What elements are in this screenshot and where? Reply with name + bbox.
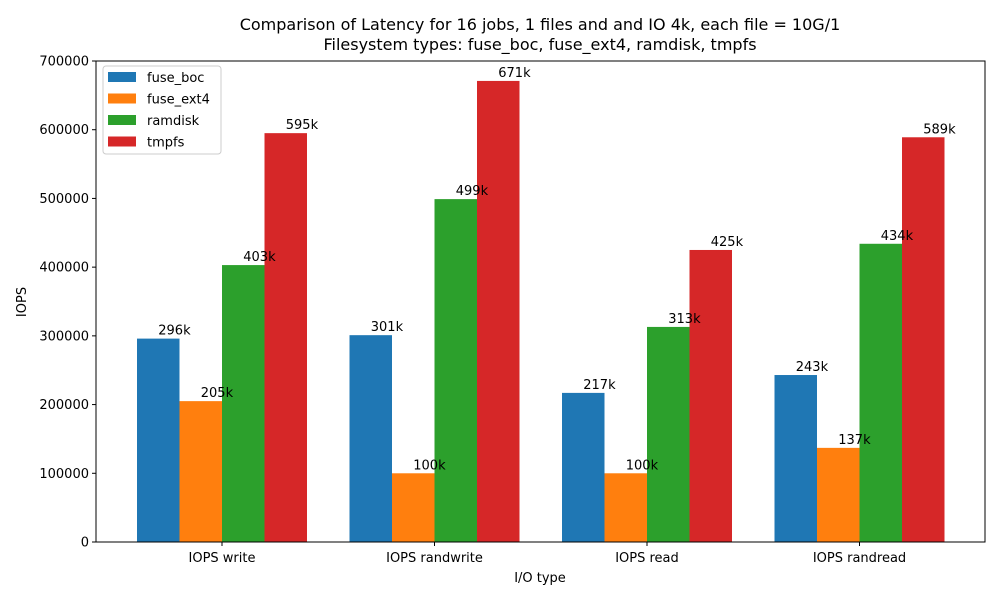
bar-fuse_ext4-2 (604, 473, 647, 542)
x-axis-label: I/O type (514, 571, 566, 586)
y-tick-label: 700000 (39, 55, 89, 70)
bar-ramdisk-3 (859, 243, 902, 542)
legend-label-fuse_boc: fuse_boc (147, 71, 204, 86)
bar-tmpfs-0 (264, 133, 307, 542)
bar-fuse_boc-3 (774, 375, 817, 542)
bar-ramdisk-1 (434, 199, 477, 542)
data-label-tmpfs-3: 589k (923, 122, 956, 137)
y-tick-label: 400000 (39, 261, 89, 276)
x-tick-label: IOPS write (189, 551, 256, 566)
y-tick-label: 200000 (39, 398, 89, 413)
y-tick-label: 100000 (39, 467, 89, 482)
data-label-fuse_ext4-0: 205k (201, 386, 234, 401)
legend-label-tmpfs: tmpfs (147, 136, 185, 151)
x-tick-label: IOPS randread (813, 551, 906, 566)
bars-group (137, 80, 945, 543)
legend-swatch-ramdisk (108, 115, 136, 125)
plot-frame (95, 60, 986, 543)
legend-swatch-tmpfs (108, 136, 136, 147)
chart-title: Comparison of Latency for 16 jobs, 1 fil… (240, 15, 841, 34)
data-label-tmpfs-0: 595k (286, 118, 319, 133)
x-tick-label: IOPS randwrite (386, 551, 483, 566)
legend-label-fuse_ext4: fuse_ext4 (147, 93, 210, 108)
data-label-ramdisk-3: 434k (881, 229, 914, 244)
data-label-fuse_ext4-1: 100k (413, 458, 446, 473)
bar-fuse_ext4-1 (392, 473, 435, 542)
bar-fuse_ext4-3 (817, 447, 860, 542)
bar-ramdisk-0 (222, 265, 265, 542)
data-label-tmpfs-1: 671k (498, 66, 531, 81)
data-label-fuse_ext4-3: 137k (838, 433, 871, 448)
data-label-ramdisk-1: 499k (456, 184, 489, 199)
y-tick-label: 300000 (39, 329, 89, 344)
data-label-fuse_ext4-2: 100k (626, 458, 659, 473)
x-axis: IOPS write IOPS randwrite IOPS read IOPS ra… (189, 542, 906, 566)
y-tick-label: 600000 (39, 123, 89, 138)
legend-label-ramdisk: ramdisk (147, 114, 200, 129)
bar-tmpfs-2 (689, 249, 732, 542)
data-label-fuse_boc-2: 217k (583, 378, 616, 393)
bar-fuse_boc-2 (562, 392, 605, 542)
y-tick-label: 500000 (39, 192, 89, 207)
x-tick-label: IOPS read (615, 551, 679, 566)
y-axis-label: IOPS (15, 287, 30, 317)
data-label-tmpfs-2: 425k (711, 235, 744, 250)
bar-fuse_boc-0 (137, 338, 180, 542)
bar-ramdisk-2 (647, 326, 690, 542)
legend-swatch-fuse_boc (108, 72, 136, 82)
data-labels-group: 296k 301k 217k 243k 205k 100k 100k 137k 403k 499k… (158, 66, 956, 473)
data-label-fuse_boc-3: 243k (796, 360, 829, 375)
y-tick-label: 0 (81, 536, 89, 551)
bar-tmpfs-3 (902, 137, 945, 542)
data-label-ramdisk-0: 403k (243, 250, 276, 265)
bar-fuse_boc-1 (349, 335, 392, 542)
data-label-fuse_boc-0: 296k (158, 324, 191, 339)
bar-tmpfs-1 (477, 80, 520, 543)
y-axis: 0 100000 200000 300000 400000 500000 600000 700… (39, 55, 96, 551)
chart-subtitle: Filesystem types: fuse_boc, fuse_ext4, r… (323, 35, 756, 55)
data-label-ramdisk-2: 313k (668, 312, 701, 327)
legend-swatch-fuse_ext4 (108, 93, 136, 104)
legend-box (102, 65, 222, 155)
data-label-fuse_boc-1: 301k (371, 320, 404, 335)
bar-fuse_ext4-0 (179, 401, 222, 542)
